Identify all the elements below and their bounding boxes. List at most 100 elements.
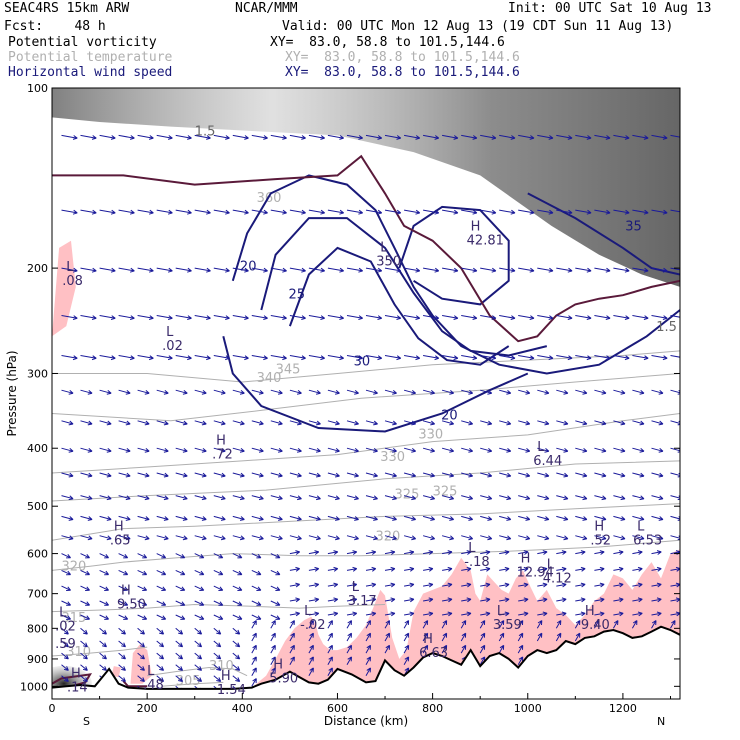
wind-vector <box>232 675 241 682</box>
wind-vector <box>137 553 148 559</box>
wind-vector <box>632 495 645 501</box>
wind-vector <box>518 515 531 521</box>
wind-vector <box>404 315 421 320</box>
wind-vector <box>346 620 352 629</box>
wind-vector <box>422 420 436 426</box>
wind-vector <box>346 611 358 617</box>
wind-vector <box>99 267 116 273</box>
extremum-value: .02 <box>162 339 183 354</box>
extremum-type: H <box>585 604 595 619</box>
y-tick-label: 200 <box>27 262 48 275</box>
wind-vector <box>194 495 207 501</box>
wind-vector <box>594 611 605 617</box>
wind-vector <box>137 355 154 361</box>
wind-vector <box>631 620 638 629</box>
wind-vector <box>461 134 478 140</box>
wind-vector <box>518 550 529 555</box>
wind-vector <box>213 675 222 682</box>
wind-vector <box>384 515 397 521</box>
wind-speed-label: 20 <box>441 408 458 423</box>
wind-vector <box>232 420 245 426</box>
wind-vector <box>270 569 281 576</box>
wind-vector <box>403 620 410 629</box>
wind-vector <box>537 134 554 140</box>
wind-vector <box>213 495 226 501</box>
wind-vector <box>175 389 188 395</box>
theta-contour-label: 325 <box>433 485 458 500</box>
wind-vector <box>175 553 186 559</box>
wind-vector <box>137 420 150 426</box>
wind-vector <box>61 472 74 478</box>
wind-vector <box>175 675 184 682</box>
wind-vector <box>327 420 340 426</box>
wind-vector <box>99 664 107 671</box>
wind-vector <box>518 597 529 603</box>
wind-vector <box>270 447 283 453</box>
extremum-value: 9.40 <box>581 618 610 633</box>
wind-vector <box>518 535 531 541</box>
wind-vector <box>423 209 440 215</box>
wind-vector <box>632 582 643 588</box>
wind-vector <box>99 447 112 453</box>
theta-contour-label: 345 <box>276 362 301 377</box>
wind-vector <box>575 611 586 617</box>
wind-vector <box>613 420 626 426</box>
wind-vector <box>251 134 268 140</box>
wind-vector <box>384 644 390 654</box>
wind-vector <box>384 611 396 617</box>
wind-vector <box>651 597 662 603</box>
wind-vector <box>194 389 207 395</box>
wind-vector <box>175 315 192 320</box>
wind-vector <box>137 614 148 620</box>
wind-vector <box>327 632 333 642</box>
wind-vector <box>384 447 397 453</box>
wind-vector <box>613 597 624 603</box>
wind-vector <box>327 656 333 665</box>
wind-vector <box>156 447 169 453</box>
extremum-value: 5.90 <box>269 671 298 686</box>
wind-vector <box>403 515 417 521</box>
wind-vector <box>404 134 421 140</box>
wind-vector <box>384 420 397 426</box>
wind-vector <box>194 664 203 671</box>
wind-vector <box>384 597 396 603</box>
wind-vector <box>308 495 321 501</box>
x-end-label-north: N <box>657 715 665 728</box>
wind-vector <box>61 614 71 620</box>
wind-vector <box>175 134 192 140</box>
extremum-type: H <box>594 519 604 534</box>
wind-vector <box>499 566 510 572</box>
wind-vector <box>480 582 491 588</box>
wind-vector <box>594 447 607 453</box>
wind-vector <box>308 447 321 453</box>
wind-vector <box>651 550 662 555</box>
wind-vector <box>422 620 429 629</box>
wind-vector <box>327 667 333 676</box>
wind-vector <box>365 447 378 453</box>
wind-vector <box>518 420 531 426</box>
wind-vector <box>651 447 664 453</box>
wind-vector <box>632 515 645 521</box>
wind-vector <box>517 656 524 665</box>
wind-vector <box>632 447 645 453</box>
wind-vector <box>118 664 126 671</box>
wind-vector <box>346 656 352 665</box>
wind-vector <box>80 627 88 635</box>
wind-speed-contour <box>398 205 510 306</box>
extremum-type: L <box>352 580 360 595</box>
wind-vector <box>213 553 224 559</box>
wind-vector <box>194 420 207 426</box>
wind-vector <box>518 355 535 361</box>
theta-contour-label: 330 <box>418 427 443 442</box>
wind-vector <box>251 585 262 591</box>
wind-vector <box>118 535 131 541</box>
wind-vector <box>289 420 302 426</box>
wind-vector <box>556 566 567 572</box>
wind-vector <box>80 585 90 591</box>
wind-vector <box>118 495 131 501</box>
wind-vector <box>80 447 93 453</box>
wind-vector <box>194 315 211 320</box>
pv-contour <box>122 680 148 688</box>
wind-vector <box>232 600 243 606</box>
wind-vector <box>213 585 224 591</box>
